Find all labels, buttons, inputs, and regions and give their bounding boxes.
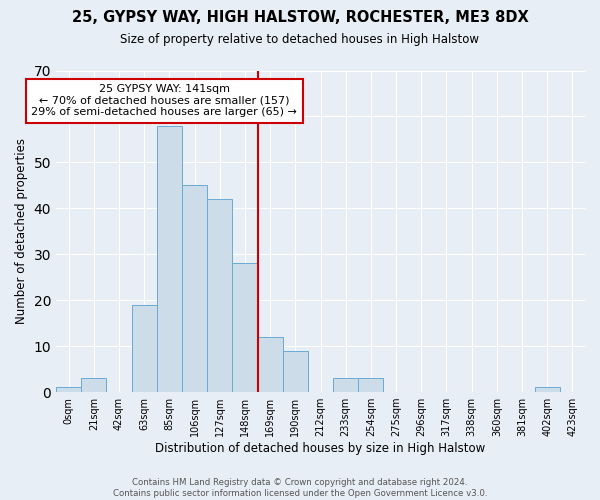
- Bar: [333, 378, 358, 392]
- Bar: [257, 337, 283, 392]
- Text: Contains HM Land Registry data © Crown copyright and database right 2024.
Contai: Contains HM Land Registry data © Crown c…: [113, 478, 487, 498]
- Bar: [358, 378, 383, 392]
- Bar: [182, 186, 207, 392]
- X-axis label: Distribution of detached houses by size in High Halstow: Distribution of detached houses by size …: [155, 442, 485, 455]
- Bar: [157, 126, 182, 392]
- Text: 25, GYPSY WAY, HIGH HALSTOW, ROCHESTER, ME3 8DX: 25, GYPSY WAY, HIGH HALSTOW, ROCHESTER, …: [71, 10, 529, 25]
- Bar: [535, 388, 560, 392]
- Y-axis label: Number of detached properties: Number of detached properties: [15, 138, 28, 324]
- Bar: [131, 305, 157, 392]
- Bar: [81, 378, 106, 392]
- Text: Size of property relative to detached houses in High Halstow: Size of property relative to detached ho…: [121, 32, 479, 46]
- Text: 25 GYPSY WAY: 141sqm
← 70% of detached houses are smaller (157)
29% of semi-deta: 25 GYPSY WAY: 141sqm ← 70% of detached h…: [31, 84, 297, 117]
- Bar: [56, 388, 81, 392]
- Bar: [232, 264, 257, 392]
- Bar: [283, 350, 308, 392]
- Bar: [207, 199, 232, 392]
